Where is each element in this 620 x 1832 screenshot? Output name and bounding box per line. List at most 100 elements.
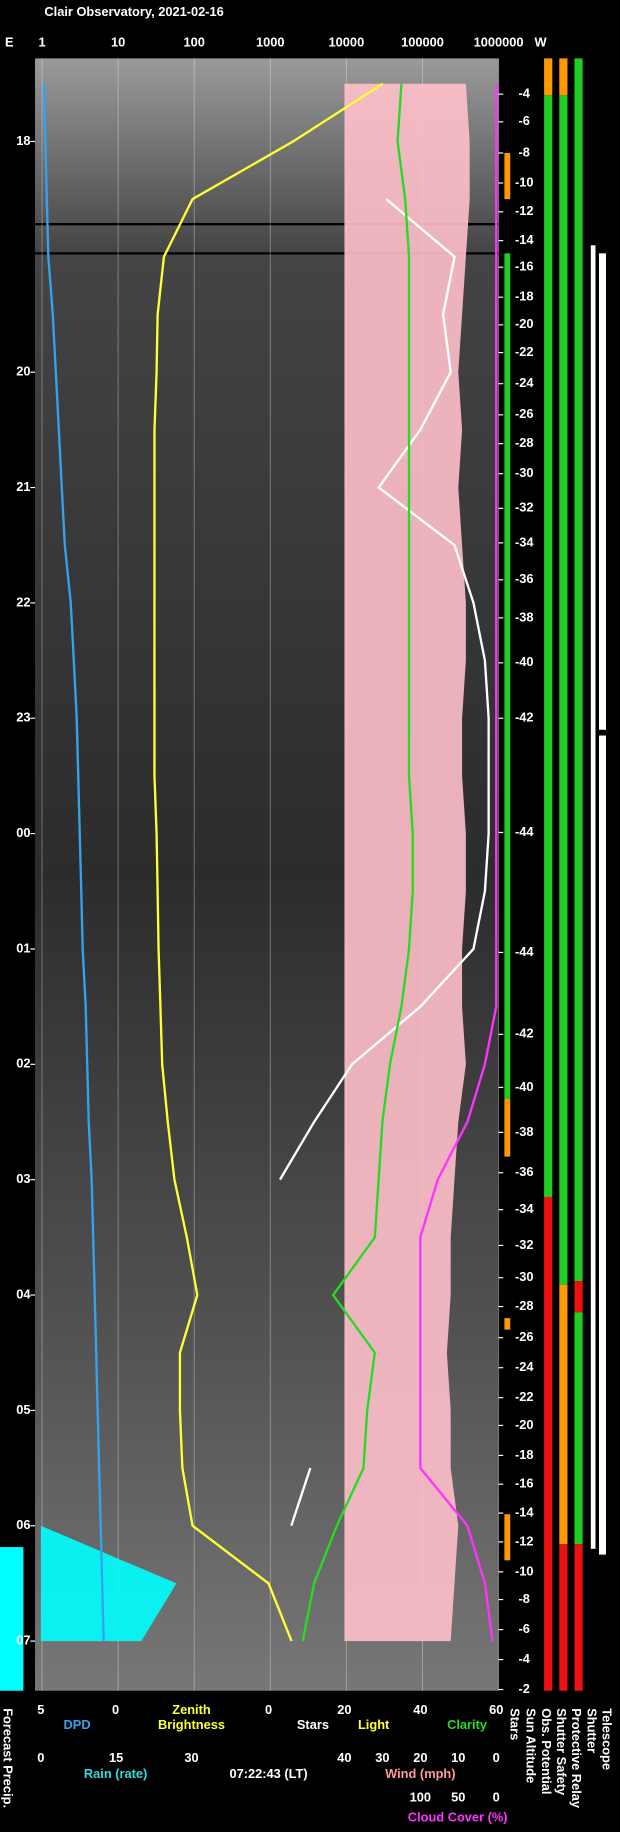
x-tick-label: 0 [37,1750,44,1765]
status-segment [574,1544,583,1691]
x-tick-label: 1000 [256,35,285,50]
sun-tick-label: -38 [515,609,534,624]
sun-tick-label: -2 [519,1681,530,1696]
sun-tick-label: -20 [515,1417,534,1432]
sun-tick-label: -16 [515,1476,534,1491]
sun-tick-label: -4 [519,1651,531,1666]
y-tick-label: 21 [16,479,30,494]
axis-label: Rain (rate) [84,1766,147,1781]
sun-tick-label: -40 [515,654,534,669]
sun-tick-label: -34 [515,534,534,549]
sun-tick-label: -8 [519,1591,530,1606]
x-tick-label: 0 [265,1702,272,1717]
sun-tick-label: -18 [515,289,534,304]
status-segment [590,245,596,1549]
x-tick-label: 10000 [329,35,365,50]
axis-label: Zenith [172,1702,211,1717]
legend-label: Clarity [447,1717,488,1732]
sun-tick-label: -22 [515,344,534,359]
x-tick-label: 0 [493,1790,500,1805]
sun-tick-label: -24 [515,375,534,390]
sun-tick-label: -36 [515,571,534,586]
x-tick-label: 20 [413,1750,427,1765]
y-tick-label: 18 [16,133,30,148]
x-tick-label: 100000 [401,35,444,50]
x-tick-label: 30 [184,1750,198,1765]
area [344,83,470,1642]
status-segment [544,1196,553,1691]
y-tick-label: 02 [16,1056,30,1071]
x-tick-label: 0 [112,1702,119,1717]
x-tick-label: 30 [375,1750,389,1765]
sun-tick-label: -38 [515,1124,534,1139]
sun-tick-label: -24 [515,1359,534,1374]
sun-tick-label: -12 [515,1533,534,1548]
status-segment [504,152,511,200]
sun-tick-label: -34 [515,1201,534,1216]
sun-tick-label: -10 [515,1563,534,1578]
sun-tick-label: -44 [515,824,534,839]
status-label: Obs. Potential [539,1708,554,1794]
sun-tick-label: -32 [515,500,534,515]
y-tick-label: 05 [16,1402,30,1417]
x-tick-label: 10 [111,35,125,50]
status-segment [598,735,606,1555]
legend-label: Stars [297,1717,329,1732]
sun-tick-label: -14 [515,1504,534,1519]
x-tick-label: 100 [410,1790,431,1805]
sun-tick-label: -30 [515,1269,534,1284]
sun-tick-label: -42 [515,1026,534,1041]
x-tick-label: 5 [37,1702,44,1717]
sun-tick-label: -26 [515,406,534,421]
y-tick-label: 23 [16,710,30,725]
axis-label: Cloud Cover (%) [408,1809,508,1824]
status-label: Shutter Safety [554,1708,569,1796]
sun-tick-label: -40 [515,1079,534,1094]
status-segment [574,1281,583,1313]
west-label: W [535,35,548,50]
x-tick-label: 40 [413,1702,427,1717]
sun-tick-label: -36 [515,1164,534,1179]
sun-tick-label: -26 [515,1329,534,1344]
y-tick-label: 01 [16,940,30,955]
x-tick-label: 1 [38,35,45,50]
sun-tick-label: -14 [515,232,534,247]
forecast-precip-bar [0,1547,24,1691]
sun-tick-label: -18 [515,1447,534,1462]
sun-tick-label: -4 [519,86,531,101]
series-line [153,82,384,1642]
x-tick-label: 15 [109,1750,123,1765]
series-line [301,83,414,1642]
status-segment [504,1098,511,1157]
status-segment [574,1312,583,1545]
x-tick-label: 20 [337,1702,351,1717]
time-label: 07:22:43 (LT) [229,1766,307,1781]
status-label: Protective Relay [569,1708,584,1809]
sun-tick-label: -8 [519,144,530,159]
status-label: Shutter [584,1708,599,1753]
x-tick-label: 1000000 [474,35,524,50]
status-segment [559,95,568,1285]
status-label: Stars [507,1708,522,1740]
sun-tick-label: -6 [519,113,530,128]
status-segment [544,58,553,96]
sun-tick-label: -32 [515,1237,534,1252]
chart-title: Clair Observatory, 2021-02-16 [44,4,223,19]
status-segment [504,1514,511,1561]
y-tick-label: 03 [16,1171,30,1186]
status-segment [504,1318,511,1330]
east-label: E [5,35,14,50]
x-tick-label: 100 [184,35,205,50]
y-tick-label: 20 [16,364,30,379]
legend-label: Light [358,1717,390,1732]
sun-tick-label: -12 [515,203,534,218]
sun-tick-label: -20 [515,316,534,331]
x-tick-label: 0 [493,1750,500,1765]
status-label: Telescope [600,1708,615,1770]
status-segment [504,253,511,1099]
forecast-label: Forecast Precip. [1,1708,16,1808]
sun-tick-label: -44 [515,944,534,959]
status-segment [598,253,606,730]
sun-tick-label: -10 [515,174,534,189]
